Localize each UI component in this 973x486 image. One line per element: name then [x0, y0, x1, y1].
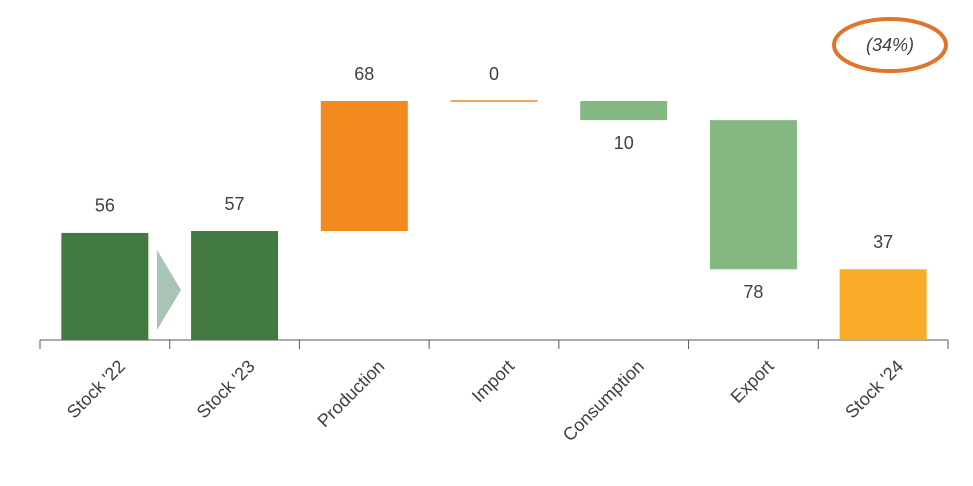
x-tick-label: Consumption: [559, 356, 648, 445]
x-tick-label: Production: [313, 356, 388, 431]
value-label: 56: [95, 196, 115, 216]
continuation-arrow: [157, 250, 181, 330]
value-label: 10: [614, 133, 634, 153]
x-tick-label: Stock '22: [63, 356, 129, 422]
value-label: 0: [489, 64, 499, 84]
bar: [61, 232, 149, 340]
x-tick-label: Stock '24: [841, 356, 907, 422]
x-tick-label: Export: [727, 356, 778, 407]
bar: [580, 101, 668, 121]
bar: [191, 231, 279, 340]
value-label: 57: [225, 194, 245, 214]
value-label: 78: [743, 282, 763, 302]
value-label: 37: [873, 232, 893, 252]
annotation-ellipse: [832, 17, 948, 73]
x-tick-label: Import: [468, 356, 518, 406]
value-label: 68: [354, 64, 374, 84]
bar: [320, 101, 408, 232]
x-tick-label: Stock '23: [193, 356, 259, 422]
annotation: (34%): [866, 35, 914, 55]
bar: [709, 120, 797, 270]
bar: [839, 269, 927, 340]
